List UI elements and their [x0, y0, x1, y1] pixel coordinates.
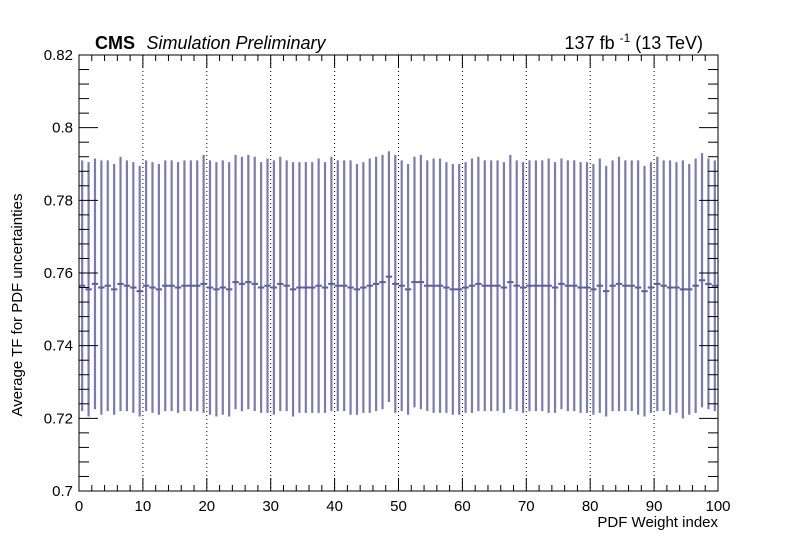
x-tick-label: 10 — [135, 498, 152, 515]
cms-header: CMS Simulation Preliminary — [95, 33, 327, 53]
x-axis-ticks — [78, 55, 719, 491]
y-tick-label: 0.78 — [44, 192, 73, 209]
x-tick-label: 20 — [198, 498, 215, 515]
lumi-exponent: -1 — [620, 31, 631, 45]
y-axis-ticks — [79, 54, 718, 492]
x-tick-label: 30 — [262, 498, 279, 515]
x-tick-label: 80 — [582, 498, 599, 515]
vertical-grid — [142, 55, 655, 491]
y-axis-title: Average TF for PDF uncertainties — [9, 194, 26, 417]
y-tick-label: 0.8 — [52, 120, 73, 137]
y-tick-label: 0.74 — [44, 338, 73, 355]
x-tick-label: 0 — [75, 498, 83, 515]
x-axis-title: PDF Weight index — [597, 514, 718, 531]
x-tick-label: 40 — [326, 498, 343, 515]
y-axis-tick-labels: 0.7 0.72 0.74 0.76 0.78 0.8 0.82 — [44, 47, 73, 500]
y-tick-label: 0.76 — [44, 265, 73, 282]
lumi-energy: (13 TeV) — [635, 33, 703, 53]
data-markers — [79, 275, 718, 293]
x-tick-label: 50 — [390, 498, 407, 515]
y-tick-label: 0.82 — [44, 47, 73, 64]
y-tick-label: 0.72 — [44, 410, 73, 427]
lumi-header: 137 fb -1 (13 TeV) — [565, 26, 703, 53]
y-tick-label: 0.7 — [52, 483, 73, 500]
x-tick-label: 90 — [646, 498, 663, 515]
status-label: Simulation Preliminary — [146, 33, 326, 53]
x-axis-tick-labels: 0 10 20 30 40 50 60 70 80 90 100 — [75, 498, 731, 515]
experiment-label: CMS — [95, 33, 135, 53]
x-tick-label: 60 — [454, 498, 471, 515]
lumi-value: 137 fb — [565, 33, 615, 53]
x-tick-label: 70 — [518, 498, 535, 515]
x-tick-label: 100 — [705, 498, 730, 515]
